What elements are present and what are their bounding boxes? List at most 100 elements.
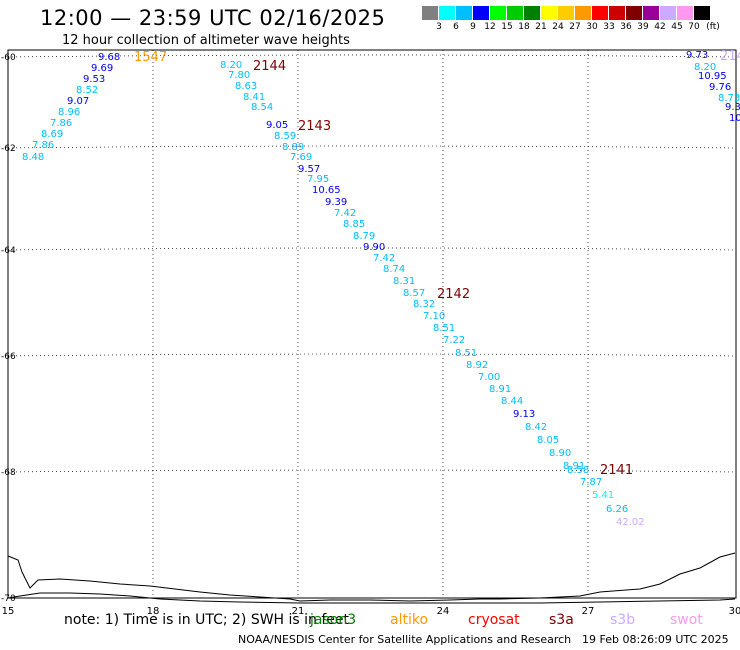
wave-height-value: 8.58 [567,465,589,476]
parallel-line [7,54,737,58]
antarctic-coastline [7,552,736,602]
wave-height-value: 9.13 [513,409,535,420]
map-title: 12:00 — 23:59 UTC 02/16/2025 [40,6,386,30]
lat-tick-label: -64 [1,246,16,256]
lat-tick-label: -62 [1,144,16,154]
color-tick-label: 36 [620,22,632,32]
wave-height-value: 7.95 [307,174,329,185]
color-legend-labels: 3 6 9 12 15 18 21 24 27 30 33 36 39 42 45 70 (ft) [422,22,740,34]
map-frame [7,49,737,599]
wave-height-value: 9.73 [686,50,708,61]
color-tick-label: 15 [501,22,513,32]
wave-height-value: 8.69 [41,129,63,140]
color-swatch-1 [439,6,456,20]
wave-height-value: 7.86 [50,118,72,129]
color-tick-label: 6 [453,22,459,32]
parallel-line [7,469,737,473]
wave-height-value: 8.92 [466,360,488,371]
wave-height-value: 7.10 [423,311,445,322]
wave-height-value: 8.63 [235,81,257,92]
color-tick-label: 33 [603,22,615,32]
satellite-legend-item: cryosat [468,612,520,628]
wave-height-value: 8.31 [393,276,415,287]
wave-height-value: 8.91 [489,384,511,395]
wave-height-value: 7.42 [334,208,356,219]
orbit-track-label: 2144 [253,59,286,74]
orbit-track-label: 1547 [134,50,167,65]
footer-note: note: 1) Time is in UTC; 2) SWH is in fe… [64,612,350,628]
wave-height-value: 8.54 [251,102,273,113]
color-legend [422,6,711,20]
ice-shelf-edge [7,592,736,604]
color-swatch-7 [541,6,558,20]
lon-tick-label: 30 [729,606,740,617]
color-swatch-5 [507,6,524,20]
wave-height-value: 8.90 [549,448,571,459]
color-swatch-4 [490,6,507,20]
color-swatch-14 [660,6,677,20]
wave-height-value: 7.69 [290,152,312,163]
wave-height-value: 7.80 [228,70,250,81]
lon-tick-label: 18 [147,606,160,617]
wave-height-value: 8.20 [220,60,242,71]
wave-height-value: 8.74 [383,264,405,275]
wave-height-value: 9.90 [363,242,385,253]
color-tick-label: 45 [671,22,683,32]
wave-height-value: 8.52 [76,85,98,96]
wave-height-value: 8.05 [537,435,559,446]
color-swatch-0 [422,6,439,20]
wave-height-value: 9.07 [67,96,89,107]
axis-labels: 15 18 21 24 27 30 -60 -62 -64 -66 -68 -70 [1,53,740,617]
color-swatch-12 [626,6,643,20]
color-tick-label: 27 [569,22,581,32]
satellite-legend-item: swot [670,612,703,628]
wave-height-points: 9.689.699.538.529.078.967.868.697.868.48… [22,50,740,528]
wave-height-value: 9.53 [83,74,105,85]
lon-tick-label: 24 [437,606,450,617]
wave-height-value: 8.51 [433,323,455,334]
color-swatch-16 [694,6,711,20]
wave-height-value: 7.42 [373,253,395,264]
satellite-legend-item: s3a [549,612,574,628]
wave-height-value: 6.26 [606,504,628,515]
parallel-line [7,353,737,357]
orbit-track-label: 2140 [720,49,740,64]
lon-tick-label: 27 [582,606,595,617]
color-tick-label: 42 [654,22,666,32]
orbit-track-label: 2142 [437,287,470,302]
wave-height-value: 7.87 [580,477,602,488]
map-subtitle: 12 hour collection of altimeter wave hei… [62,33,350,48]
lon-tick-label: 15 [2,606,15,617]
wave-height-value: 8.32 [413,299,435,310]
wave-height-value: 9.76 [709,82,731,93]
wave-height-value: 9.3 [725,102,740,113]
color-tick-label: 39 [637,22,649,32]
wave-height-value: 8.85 [343,219,365,230]
parallel-line [7,247,737,251]
color-tick-label: 30 [586,22,598,32]
color-tick-label: 3 [436,22,442,32]
wave-height-value: 9.69 [91,63,113,74]
color-swatch-8 [558,6,575,20]
lat-tick-label: -70 [1,594,16,604]
color-tick-label: 24 [552,22,564,32]
wave-height-value: 9.57 [298,164,320,175]
track-labels: 1547 2144 2143 2142 2141 2140 [134,49,740,478]
wave-height-value: 9.68 [98,52,120,63]
color-tick-label: 21 [535,22,547,32]
color-tick-label: 70 [688,22,700,32]
wave-height-value: 8.79 [353,231,375,242]
wave-height-value: 10.65 [312,185,341,196]
generated-timestamp: 19 Feb 08:26:09 UTC 2025 [582,633,729,646]
color-swatch-13 [643,6,660,20]
wave-height-value: 8.89 [282,142,304,153]
parallel-line [7,145,737,149]
credit-text: NOAA/NESDIS Center for Satellite Applica… [238,633,572,646]
color-tick-label: 18 [518,22,530,32]
color-swatch-9 [575,6,592,20]
coastline [7,552,736,604]
color-tick-label: 9 [470,22,476,32]
lat-tick-label: -60 [1,53,16,63]
wave-height-value: 9.05 [266,120,288,131]
